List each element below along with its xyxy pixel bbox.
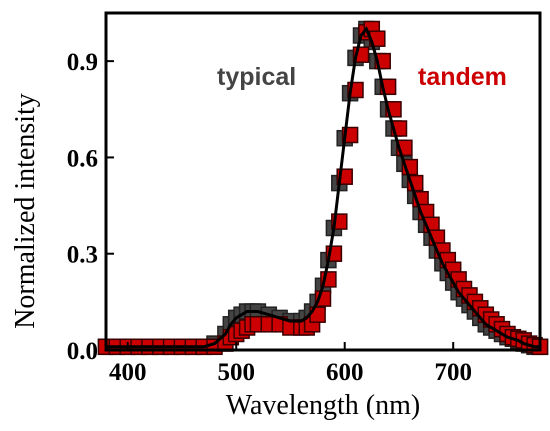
x-axis-title: Wavelength (nm) [226,390,420,421]
y-tick-label-0.3: 0.3 [67,242,98,269]
x-tick-label-700: 700 [434,359,472,386]
ticks-layer: 400 500 600 700 0.0 0.3 0.6 0.9 [67,49,472,386]
legend-label-typical: typical [217,63,296,91]
y-tick-label-0: 0.0 [67,338,98,365]
y-axis-title: Normalized intensity [10,93,41,329]
x-tick-label-500: 500 [217,359,255,386]
y-tick-label-0.6: 0.6 [67,145,98,172]
x-tick-label-600: 600 [326,359,364,386]
plot-frame [104,11,542,352]
legend-label-tandem: tandem [418,63,507,91]
x-tick-label-400: 400 [109,359,147,386]
line-typical [106,26,540,349]
y-tick-label-0.9: 0.9 [67,49,98,76]
